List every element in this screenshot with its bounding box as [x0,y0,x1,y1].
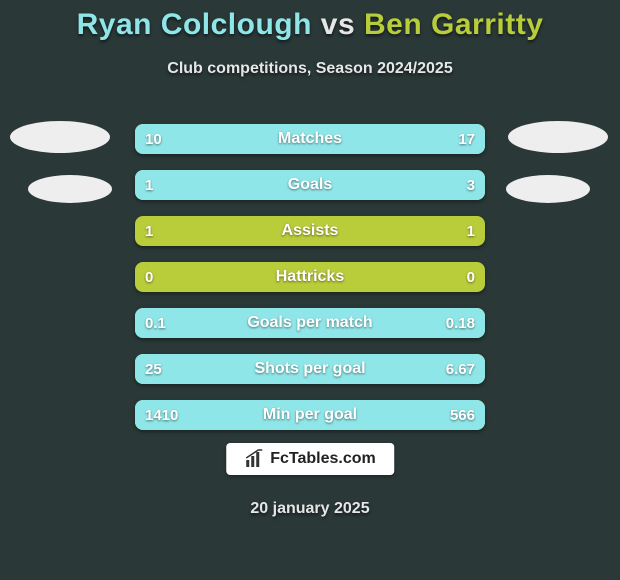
page-title: Ryan Colclough vs Ben Garritty [0,8,620,42]
stat-label: Goals [135,170,485,200]
stat-label: Hattricks [135,262,485,292]
title-player2: Ben Garritty [364,8,543,41]
avatar-p1-bot [28,175,112,203]
footer-logo-text: FcTables.com [270,450,376,468]
title-vs: vs [321,8,355,41]
subtitle: Club competitions, Season 2024/2025 [0,60,620,78]
stat-row: 1017Matches [135,124,485,154]
stat-row: 11Assists [135,216,485,246]
stat-label: Matches [135,124,485,154]
bars-area: 1017Matches 13Goals 11Assists 00Hattricks 0.… [135,124,485,446]
avatar-p1-top [10,121,110,153]
stat-row: 00Hattricks [135,262,485,292]
footer-logo[interactable]: FcTables.com [226,443,394,475]
stat-row: 13Goals [135,170,485,200]
stat-label: Min per goal [135,400,485,430]
avatar-p2-top [508,121,608,153]
bars-icon [244,449,264,469]
title-player1: Ryan Colclough [77,8,312,41]
stat-label: Goals per match [135,308,485,338]
date-text: 20 january 2025 [0,500,620,518]
stat-row: 256.67Shots per goal [135,354,485,384]
stat-row: 0.10.18Goals per match [135,308,485,338]
stat-row: 1410566Min per goal [135,400,485,430]
avatar-p2-bot [506,175,590,203]
stage: Ryan Colclough vs Ben Garritty Club comp… [0,0,620,580]
stat-label: Shots per goal [135,354,485,384]
stat-label: Assists [135,216,485,246]
